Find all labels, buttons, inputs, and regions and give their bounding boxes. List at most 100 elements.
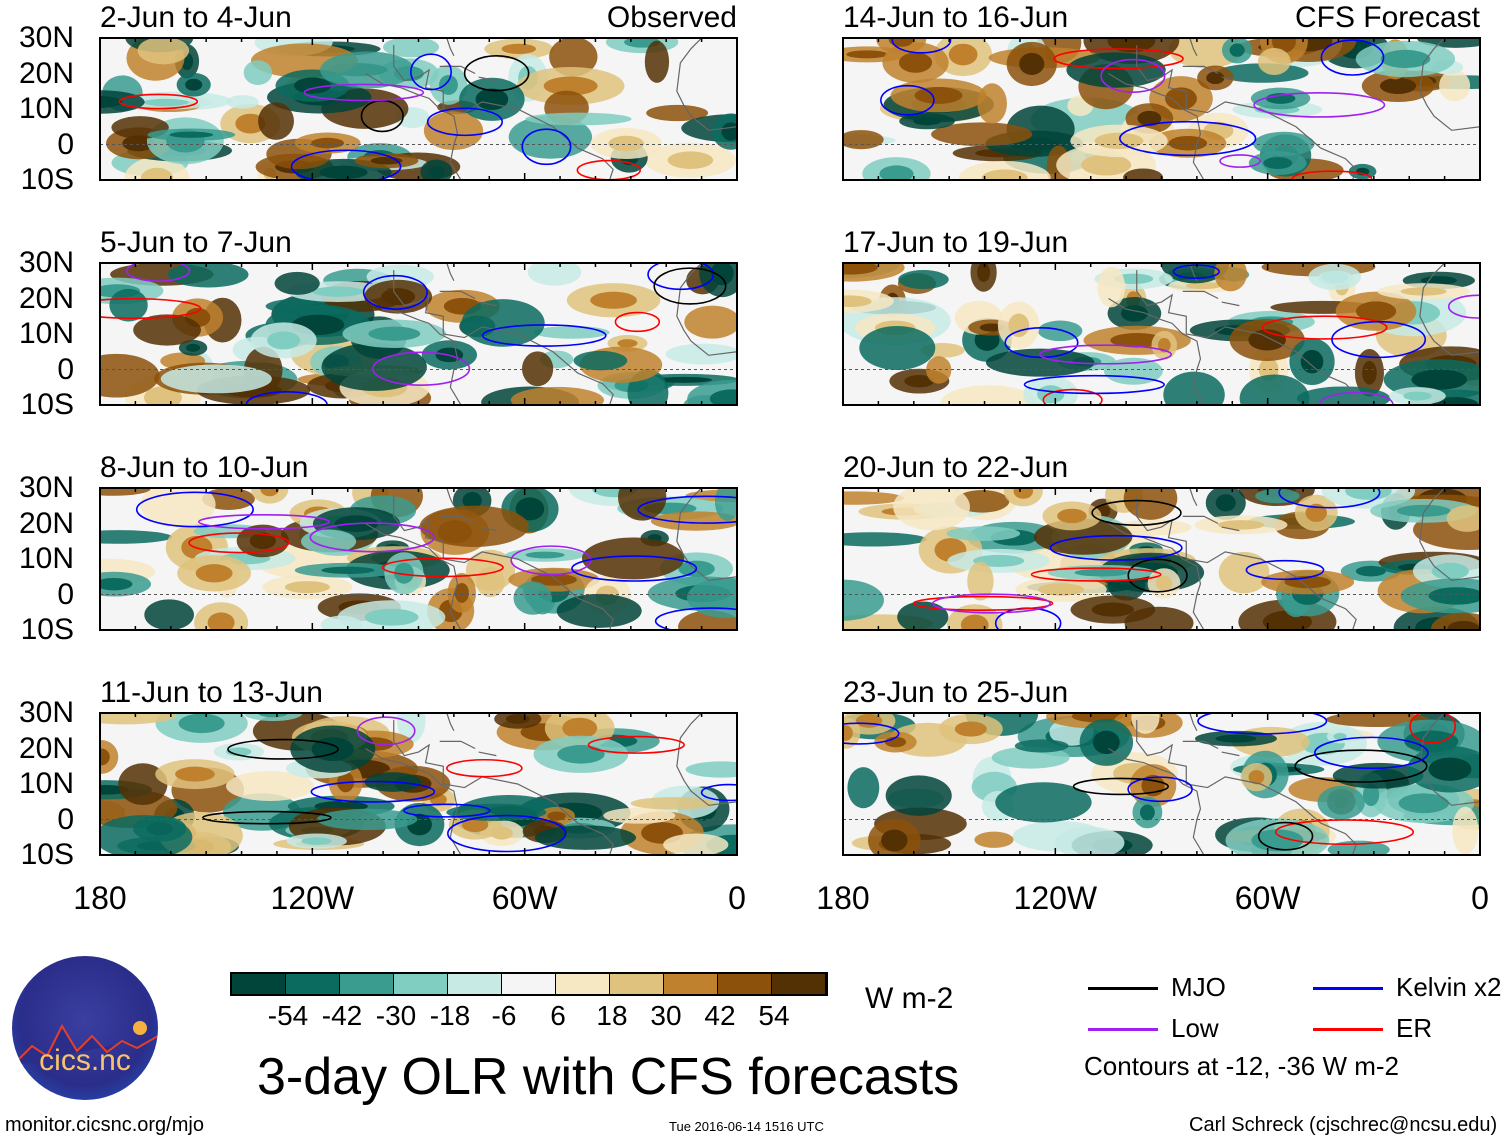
colorbar-swatch: [232, 974, 286, 994]
olr-anomaly-core: [1215, 734, 1257, 743]
lat-label: 10N: [18, 317, 74, 350]
footer-url[interactable]: monitor.cicsnc.org/mjo: [5, 1114, 204, 1136]
olr-anomaly-core: [843, 725, 853, 741]
wave-contour: [647, 263, 715, 291]
olr-anomaly-core: [1362, 783, 1380, 807]
coastline: [1221, 301, 1240, 307]
wave-contour: [227, 738, 339, 760]
olr-anomaly: [100, 815, 193, 855]
olr-anomaly-core: [178, 713, 225, 734]
olr-anomaly-core: [843, 295, 872, 308]
olr-anomaly-core: [100, 748, 110, 766]
footer-author: Carl Schreck (cjschrec@ncsu.edu): [1189, 1114, 1498, 1136]
panel-label: CFS Forecast: [1294, 1, 1480, 34]
wave-contour: [197, 513, 330, 530]
olr-anomaly: [160, 364, 272, 394]
olr-anomaly-core: [475, 88, 509, 111]
colorbar-swatch: [394, 974, 448, 994]
lon-label: 60W: [491, 880, 558, 916]
olr-anomaly: [1097, 266, 1126, 308]
logo-mountains: [12, 1021, 158, 1067]
olr-map: [99, 37, 738, 181]
olr-anomaly: [991, 746, 1070, 769]
wave-contour: [310, 780, 436, 803]
olr-anomaly-core: [1217, 520, 1265, 530]
colorbar-tick: 42: [704, 1000, 736, 1031]
olr-anomaly-core: [515, 497, 545, 521]
olr-anomaly-core: [1215, 494, 1236, 512]
coastline: [1182, 515, 1219, 525]
olr-anomaly: [977, 83, 1007, 124]
coastline: [1136, 495, 1357, 630]
coastline: [1108, 747, 1205, 855]
panel-title: 5-Jun to 7-Jun: [100, 226, 292, 259]
olr-anomaly: [940, 385, 1037, 405]
legend-line: [1313, 1028, 1383, 1031]
coastline: [1221, 76, 1240, 82]
olr-anomaly-core: [294, 77, 332, 94]
olr-map: [842, 37, 1481, 181]
olr-anomaly: [320, 51, 415, 89]
wave-contour: [654, 607, 737, 630]
coastline: [446, 713, 455, 732]
olr-anomaly-core: [1013, 488, 1034, 499]
wave-contour: [521, 128, 572, 166]
lat-label: 0: [57, 127, 74, 161]
legend-line: [1313, 987, 1383, 990]
coastline: [393, 720, 614, 855]
colorbar: -54 -42 -30 -18 -6 6 18 30 42 54: [230, 972, 828, 1034]
wave-contour: [1100, 58, 1166, 93]
olr-anomaly-core: [1165, 87, 1197, 110]
olr-anomaly-core: [100, 96, 123, 108]
olr-anomaly-core: [913, 117, 941, 126]
olr-anomaly-core: [364, 608, 419, 626]
olr-anomaly-core: [1355, 565, 1386, 577]
wave-contour: [700, 783, 737, 802]
wave-contour: [1447, 294, 1480, 319]
olr-anomaly-core: [1431, 562, 1469, 580]
coastline: [1189, 38, 1198, 57]
coastline: [446, 38, 455, 57]
colorbar-tick: 6: [550, 1000, 566, 1031]
olr-anomaly: [133, 314, 201, 346]
olr-anomaly-core: [284, 581, 330, 594]
lon-label: 0: [728, 880, 746, 916]
olr-anomaly-core: [1137, 110, 1162, 127]
olr-anomaly: [137, 38, 190, 65]
olr-anomaly-core: [462, 492, 482, 509]
olr-anomaly-core: [1248, 770, 1265, 785]
olr-anomaly: [946, 526, 1021, 541]
olr-anomaly: [534, 825, 637, 850]
coastline: [1136, 720, 1357, 855]
panel-title: 17-Jun to 19-Jun: [843, 226, 1069, 259]
olr-anomaly: [100, 488, 151, 496]
lat-label: 10S: [20, 613, 74, 646]
olr-anomaly-core: [843, 263, 878, 275]
olr-anomaly-core: [590, 291, 637, 309]
olr-anomaly-core: [454, 583, 469, 603]
olr-anomaly-core: [562, 717, 598, 739]
olr-anomaly: [847, 767, 880, 809]
colorbar-tick: 54: [758, 1000, 790, 1031]
wave-contour: [303, 83, 425, 102]
wave-contour: [362, 274, 428, 310]
olr-anomaly: [100, 713, 177, 725]
olr-anomaly-core: [1155, 575, 1173, 591]
lon-label: 120W: [270, 880, 355, 916]
wave-contour: [1039, 344, 1173, 365]
olr-anomaly: [1014, 739, 1069, 753]
panel-label: Observed: [606, 1, 737, 34]
lat-label: 20N: [18, 56, 74, 90]
wave-contour: [381, 557, 504, 578]
wave-contour: [446, 758, 523, 778]
olr-anomaly-core: [1019, 52, 1045, 76]
wave-contour: [1053, 48, 1184, 70]
wave-contour: [1197, 713, 1328, 735]
olr-anomaly-core: [1251, 829, 1304, 852]
lat-label: 30N: [18, 696, 74, 729]
olr-anomaly: [843, 491, 905, 505]
olr-anomaly: [859, 325, 936, 370]
olr-anomaly: [926, 356, 952, 384]
olr-anomaly-core: [1185, 282, 1222, 290]
figure-title: 3-day OLR with CFS forecasts: [257, 1048, 960, 1106]
